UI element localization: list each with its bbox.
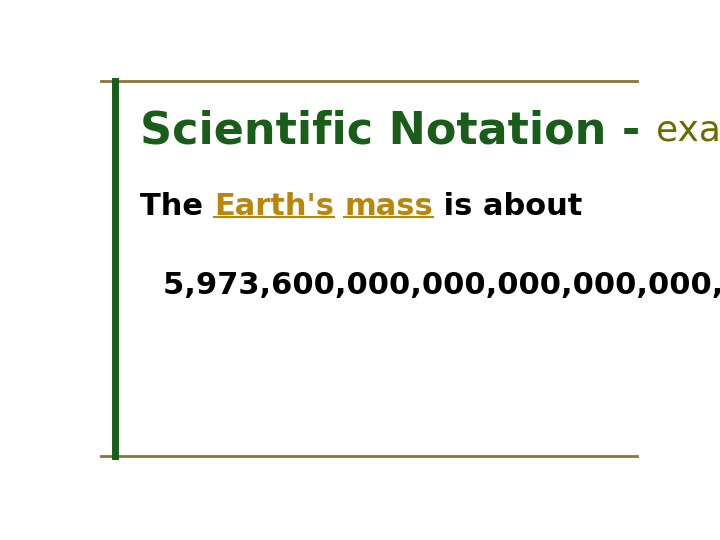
Text: The: The [140,192,214,221]
Text: is about: is about [433,192,582,221]
Text: Scientific Notation -: Scientific Notation - [140,110,656,153]
Text: examples: examples [656,114,720,148]
Text: 5,973,600,000,000,000,000,000,000 kg.: 5,973,600,000,000,000,000,000,000 kg. [163,271,720,300]
Text: mass: mass [344,192,433,221]
Text: Earth's: Earth's [214,192,334,221]
